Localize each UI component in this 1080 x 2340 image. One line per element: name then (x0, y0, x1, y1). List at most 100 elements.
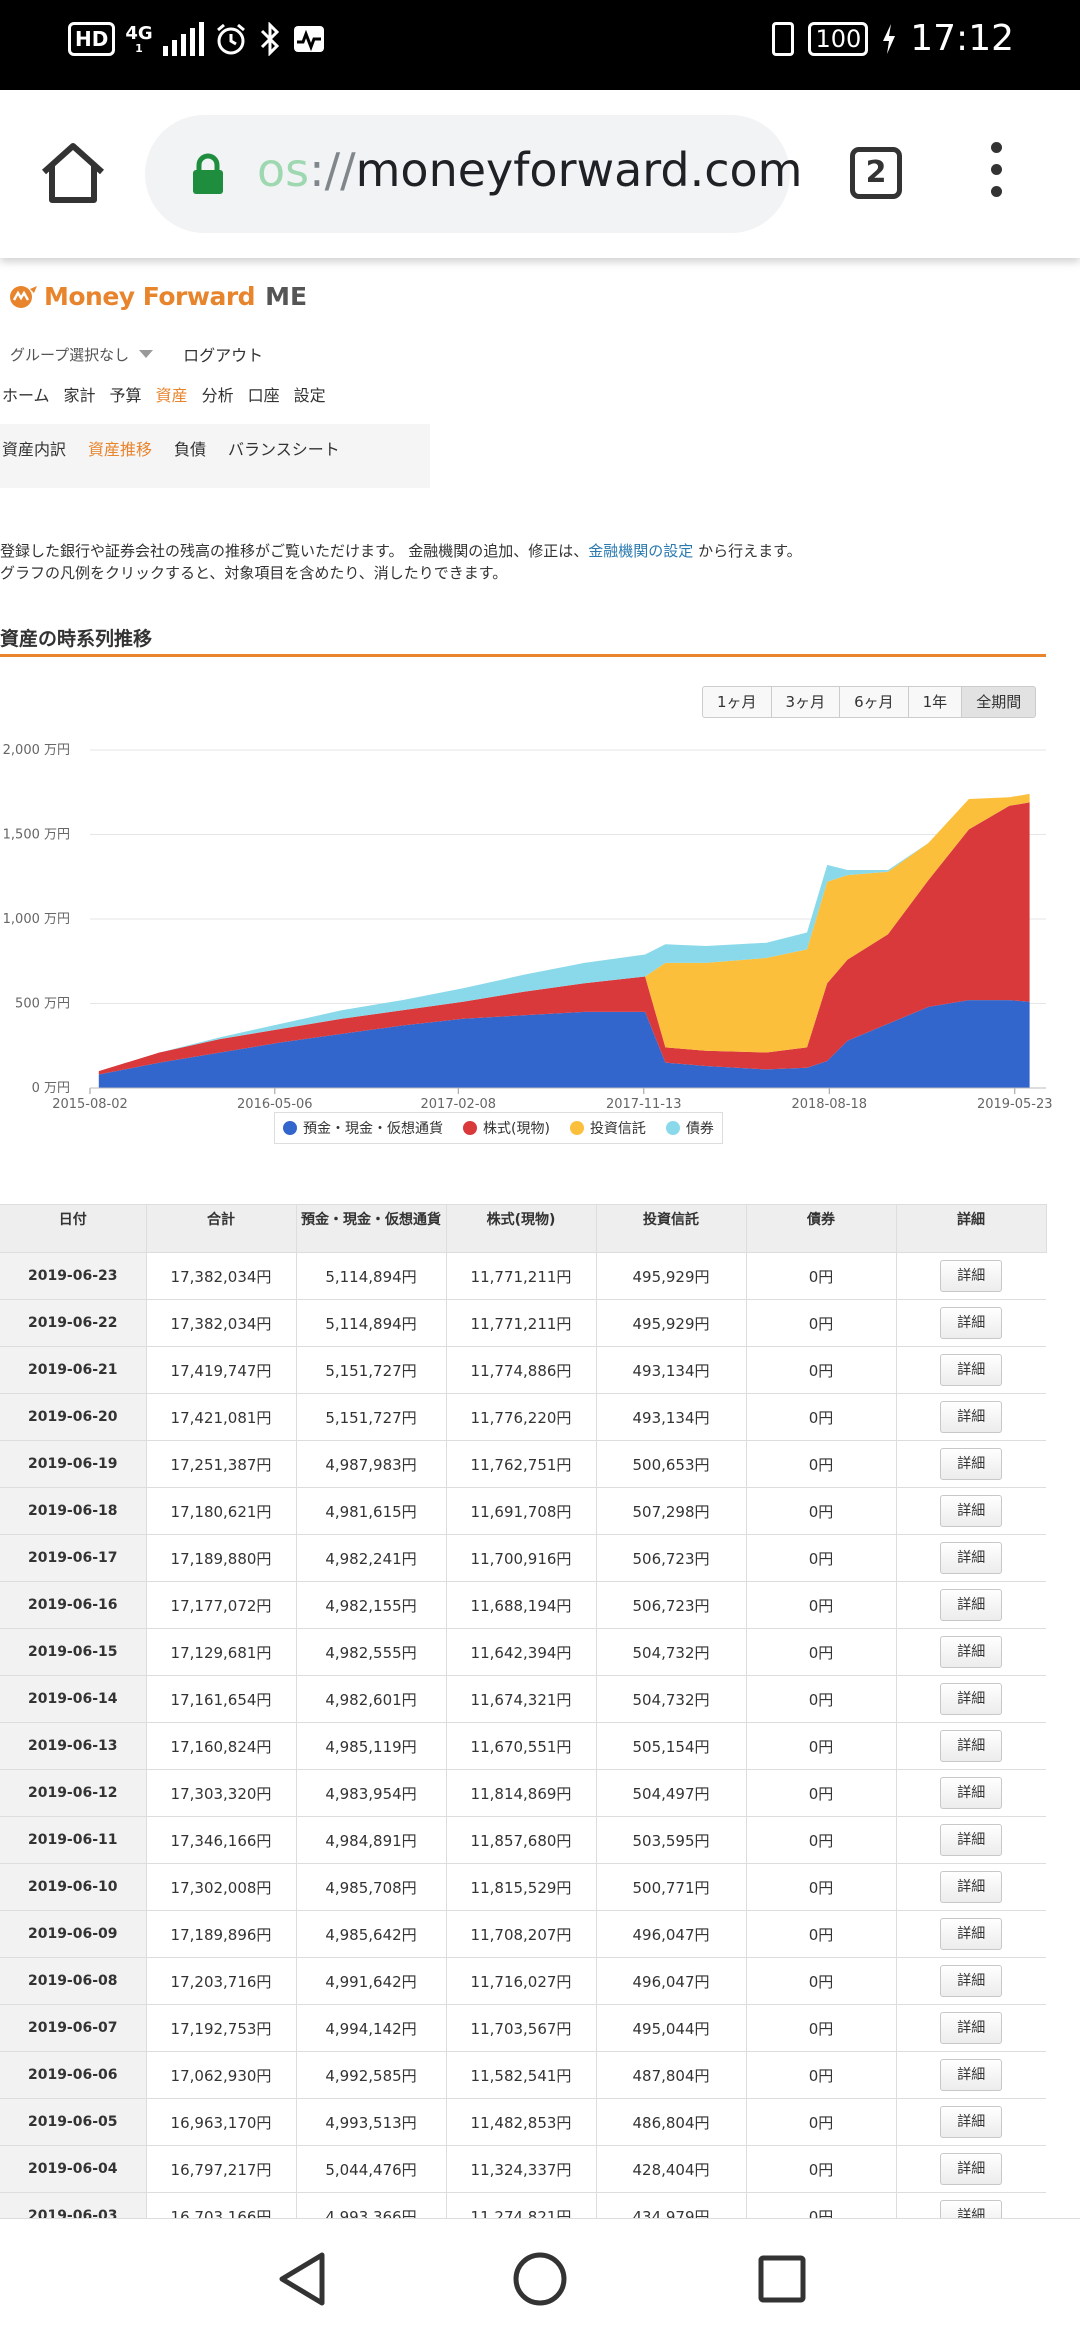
system-nav-bar (0, 2218, 1080, 2340)
detail-button[interactable]: 詳細 (940, 1871, 1003, 1903)
range-all-button[interactable]: 全期間 (962, 686, 1037, 718)
cell-fund: 493,134円 (595, 1346, 746, 1394)
tab-balance-sheet[interactable]: バランスシート (228, 440, 340, 459)
cell-total: 17,129,681円 (145, 1628, 296, 1676)
signal-icon (162, 22, 204, 56)
table-row: 2019-06-07 17,192,753円 4,994,142円 11,703,56… (0, 2004, 1046, 2052)
table-row: 2019-06-15 17,129,681円 4,982,555円 11,642,39… (0, 1628, 1046, 1676)
cell-total: 17,180,621円 (145, 1487, 296, 1535)
group-row: グループ選択なし ログアウト (10, 342, 263, 366)
cell-date: 2019-06-14 (0, 1675, 146, 1723)
legend-item-deposit[interactable]: 預金・現金・仮想通貨 (283, 1118, 443, 1138)
table-row: 2019-06-08 17,203,716円 4,991,642円 11,716,02… (0, 1957, 1046, 2005)
nav-item-settings[interactable]: 設定 (293, 386, 326, 405)
table-row: 2019-06-12 17,303,320円 4,983,954円 11,814,86… (0, 1769, 1046, 1817)
detail-button[interactable]: 詳細 (940, 1777, 1003, 1809)
detail-button[interactable]: 詳細 (940, 2012, 1003, 2044)
cell-bond: 0円 (745, 1581, 896, 1629)
table-row: 2019-06-09 17,189,896円 4,985,642円 11,708,20… (0, 1910, 1046, 1958)
cell-bond: 0円 (745, 1816, 896, 1864)
logo[interactable]: Money Forward ME (8, 282, 307, 311)
tab-switcher-button[interactable]: 2 (850, 147, 902, 199)
institution-settings-link[interactable]: 金融機関の設定 (588, 542, 694, 560)
detail-button[interactable]: 詳細 (940, 1965, 1003, 1997)
tab-asset-history[interactable]: 資産推移 (88, 440, 153, 459)
cell-fund: 496,047円 (595, 1910, 746, 1958)
area-series-0[interactable] (98, 1000, 1030, 1088)
asset-history-chart: 2,000 万円 1,500 万円 1,000 万円 500 万円 0 万円2015-0… (3, 743, 1053, 1108)
detail-button[interactable]: 詳細 (940, 2106, 1003, 2138)
chevron-down-icon[interactable] (139, 350, 154, 358)
header-total: 合計 (145, 1204, 297, 1253)
cell-detail: 詳細 (895, 1393, 1046, 1441)
overflow-menu-icon[interactable] (986, 142, 1006, 206)
cell-deposit: 4,993,513円 (295, 2098, 446, 2146)
table-row: 2019-06-05 16,963,170円 4,993,513円 11,482,85… (0, 2098, 1046, 2146)
cell-date: 2019-06-15 (0, 1628, 146, 1676)
detail-button[interactable]: 詳細 (940, 1307, 1003, 1339)
cell-stock: 11,703,567円 (445, 2004, 596, 2052)
cell-stock: 11,642,394円 (445, 1628, 596, 1676)
cell-deposit: 4,981,615円 (295, 1487, 446, 1535)
detail-button[interactable]: 詳細 (940, 1918, 1003, 1950)
legend-item-stock[interactable]: 株式(現物) (463, 1118, 550, 1138)
detail-button[interactable]: 詳細 (940, 1636, 1003, 1668)
cell-fund: 504,732円 (595, 1628, 746, 1676)
legend-item-fund[interactable]: 投資信託 (569, 1118, 646, 1138)
cell-stock: 11,776,220円 (445, 1393, 596, 1441)
detail-button[interactable]: 詳細 (940, 1824, 1003, 1856)
cell-stock: 11,688,194円 (445, 1581, 596, 1629)
cell-bond: 0円 (745, 1534, 896, 1582)
cell-date: 2019-06-11 (0, 1816, 146, 1864)
detail-button[interactable]: 詳細 (940, 1260, 1003, 1292)
detail-button[interactable]: 詳細 (940, 1683, 1003, 1715)
nav-item-home[interactable]: ホーム (2, 386, 50, 405)
logout-link[interactable]: ログアウト (183, 346, 264, 365)
nav-item-budget[interactable]: 予算 (109, 386, 142, 405)
area-series-2[interactable] (98, 793, 1030, 1072)
cell-fund: 486,804円 (595, 2098, 746, 2146)
cell-deposit: 4,982,601円 (295, 1675, 446, 1723)
detail-button[interactable]: 詳細 (940, 2059, 1003, 2091)
cell-fund: 496,047円 (595, 1957, 746, 2005)
cell-deposit: 4,984,891円 (295, 1816, 446, 1864)
legend-item-bond[interactable]: 債券 (665, 1118, 714, 1138)
range-3m-button[interactable]: 3ヶ月 (771, 686, 841, 718)
nav-item-analysis[interactable]: 分析 (201, 386, 234, 405)
cell-date: 2019-06-22 (0, 1299, 146, 1347)
back-icon[interactable] (276, 2251, 330, 2307)
nav-item-household[interactable]: 家計 (63, 386, 96, 405)
group-select[interactable]: グループ選択なし (10, 345, 130, 364)
detail-button[interactable]: 詳細 (940, 2200, 1003, 2218)
cell-date: 2019-06-20 (0, 1393, 146, 1441)
battery-icon: 100 (808, 21, 869, 56)
area-series-1[interactable] (98, 802, 1030, 1075)
cell-deposit: 4,985,642円 (295, 1910, 446, 1958)
cell-deposit: 4,985,708円 (295, 1863, 446, 1911)
range-1m-button[interactable]: 1ヶ月 (702, 686, 772, 718)
cell-deposit: 5,114,894円 (295, 1252, 446, 1300)
address-bar[interactable]: os://moneyforward.com (145, 115, 802, 233)
range-6m-button[interactable]: 6ヶ月 (840, 686, 909, 718)
detail-button[interactable]: 詳細 (940, 1354, 1003, 1386)
detail-button[interactable]: 詳細 (940, 2153, 1003, 2185)
nav-item-accounts[interactable]: 口座 (247, 386, 280, 405)
charging-icon (883, 23, 896, 54)
lock-icon (193, 153, 223, 194)
tab-asset-breakdown[interactable]: 資産内訳 (2, 440, 67, 459)
detail-button[interactable]: 詳細 (940, 1730, 1003, 1762)
home-circle-icon[interactable] (512, 2251, 568, 2307)
detail-button[interactable]: 詳細 (940, 1448, 1003, 1480)
nav-item-assets[interactable]: 資産 (155, 386, 188, 405)
detail-button[interactable]: 詳細 (940, 1401, 1003, 1433)
recent-apps-icon[interactable] (758, 2255, 806, 2303)
cell-total: 17,251,387円 (145, 1440, 296, 1488)
detail-button[interactable]: 詳細 (940, 1542, 1003, 1574)
home-icon[interactable] (38, 140, 108, 206)
url-text: os://moneyforward.com (257, 143, 803, 197)
range-1y-button[interactable]: 1年 (908, 686, 963, 718)
detail-button[interactable]: 詳細 (940, 1495, 1003, 1527)
detail-button[interactable]: 詳細 (940, 1589, 1003, 1621)
tab-liabilities[interactable]: 負債 (174, 440, 207, 459)
cell-date: 2019-06-03 (0, 2192, 146, 2218)
